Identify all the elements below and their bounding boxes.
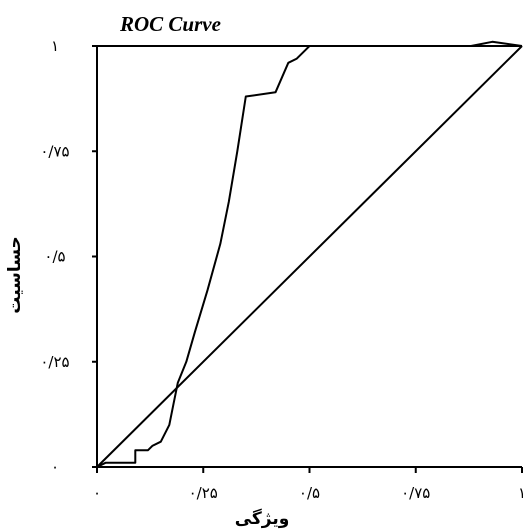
x-axis-label: ویژگی — [235, 508, 290, 529]
x-tick-label-1: ٠/٢۵ — [189, 484, 218, 502]
x-tick-label-2: ٠/۵ — [299, 484, 320, 502]
y-tick-label-1: ٠/٢۵ — [40, 353, 69, 371]
x-tick-label-0: ٠ — [93, 484, 101, 502]
x-tick-label-4: ١ — [518, 484, 523, 502]
y-tick-label-4: ١ — [51, 37, 59, 55]
series-group — [96, 40, 523, 468]
series-line-0 — [96, 40, 523, 468]
x-tick-label-3: ٠/٧۵ — [401, 484, 430, 502]
y-tick-group: ٠ ٠/٢۵ ٠/۵ ٠/٧۵ ١ — [40, 37, 97, 476]
chart-title: ROC Curve — [120, 12, 221, 36]
y-axis-label: حساسیت — [5, 236, 25, 314]
series-line-1 — [96, 45, 523, 468]
y-tick-label-0: ٠ — [51, 458, 59, 476]
y-tick-label-3: ٠/٧۵ — [40, 142, 69, 160]
x-tick-group: ٠ ٠/٢۵ ٠/۵ ٠/٧۵ ١ — [93, 467, 523, 502]
y-tick-label-2: ٠/۵ — [44, 248, 65, 266]
